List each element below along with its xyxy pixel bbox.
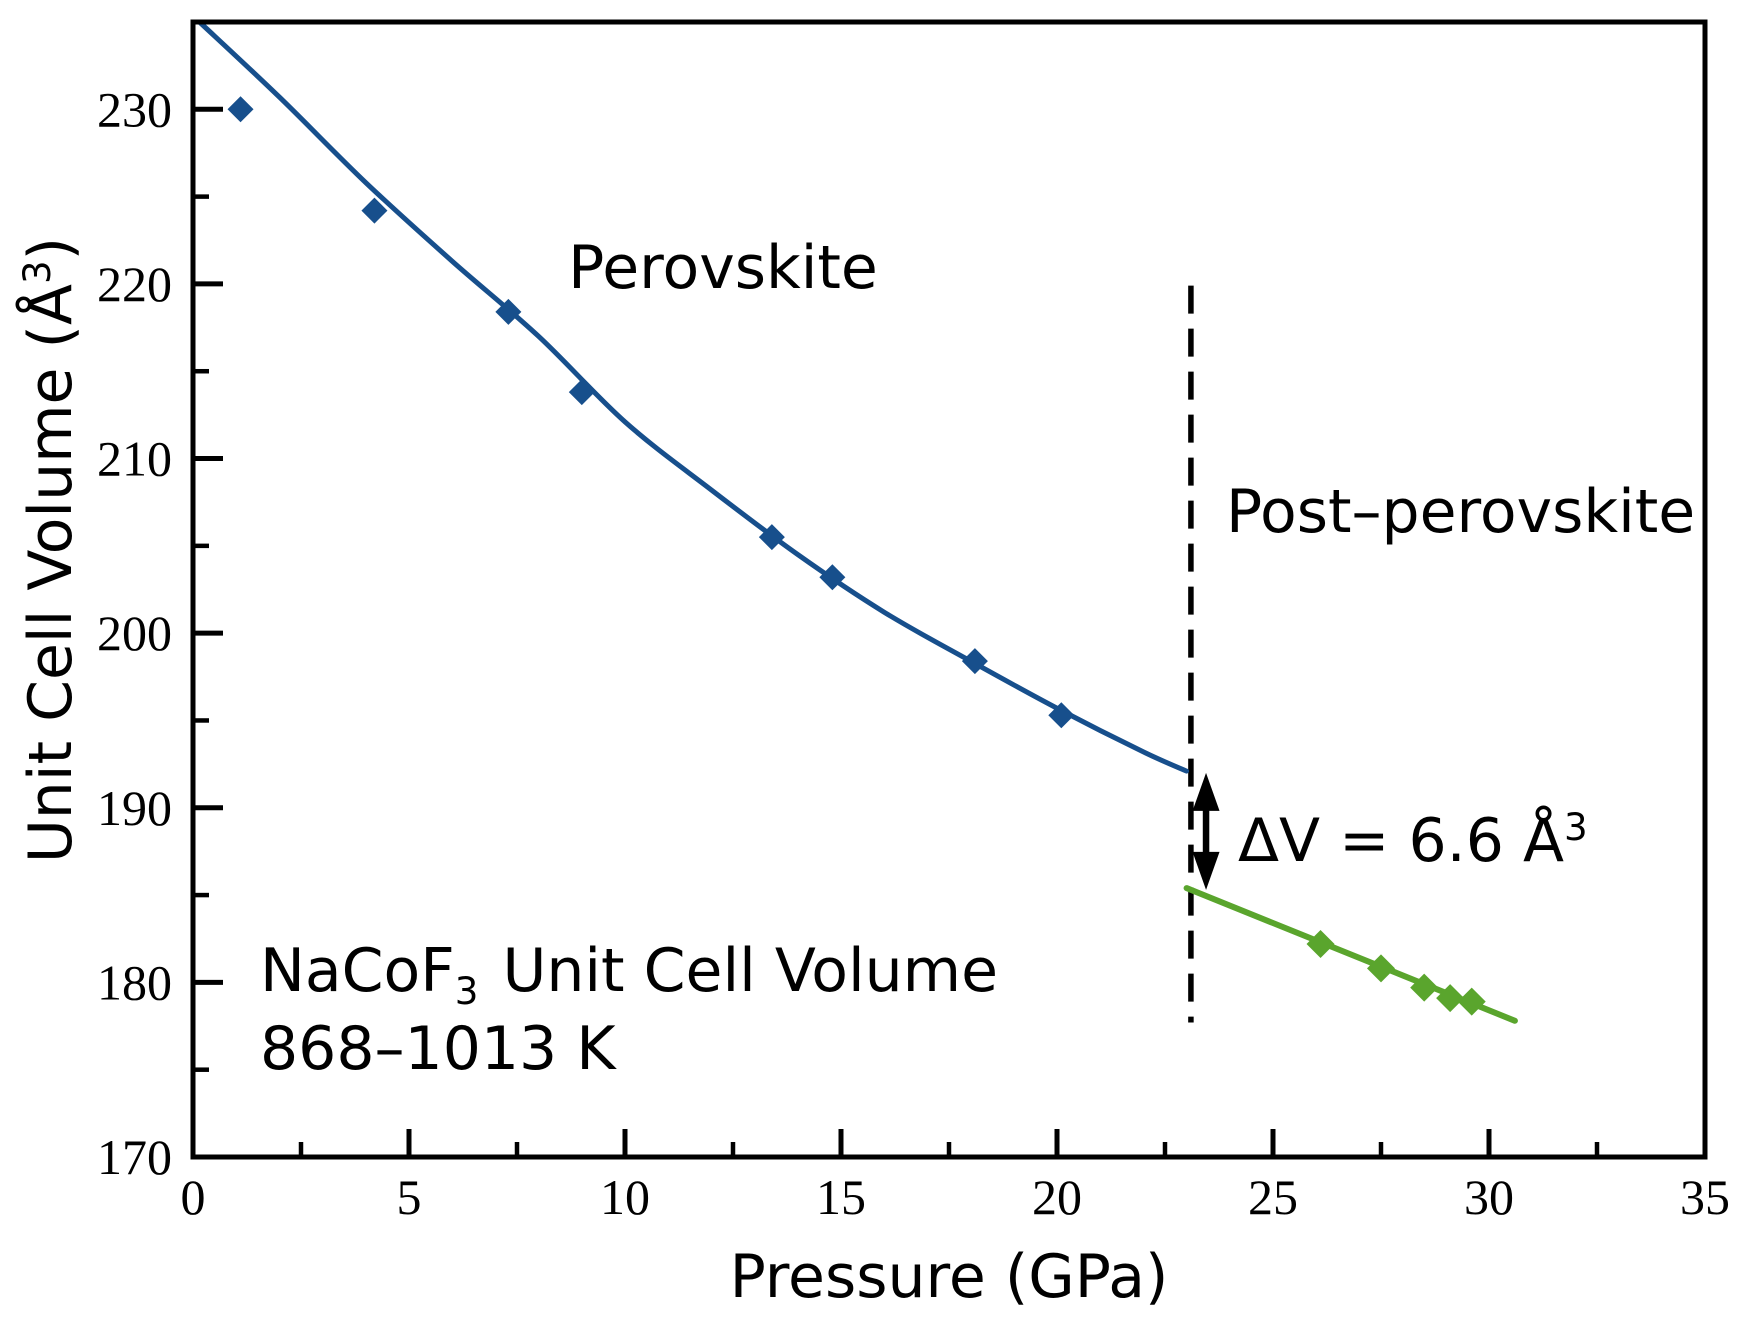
data-point-post-perovskite — [1457, 987, 1486, 1016]
sample-formula-subscript: 3 — [454, 969, 479, 1013]
y-axis-title: Unit Cell Volume (Å3) — [15, 170, 89, 930]
sample-formula: NaCoF — [260, 936, 455, 1006]
data-point-perovskite — [758, 524, 785, 551]
y-axis-title-close: ) — [16, 236, 86, 261]
fit-curve-perovskite — [196, 19, 1190, 774]
y-axis-title-superscript: 3 — [15, 260, 59, 284]
x-tick-label: 20 — [1032, 1169, 1082, 1225]
sample-title-line1: NaCoF3 Unit Cell Volume — [260, 935, 999, 1010]
data-point-perovskite — [568, 379, 595, 406]
sample-title-text: Unit Cell Volume — [502, 936, 999, 1006]
x-tick-label: 0 — [181, 1169, 206, 1225]
y-tick-label: 190 — [97, 780, 172, 836]
x-tick-label: 15 — [816, 1169, 866, 1225]
data-point-post-perovskite — [1306, 929, 1335, 958]
y-tick-label: 170 — [97, 1129, 172, 1185]
y-axis-title-text: Unit Cell Volume (Å — [16, 283, 86, 864]
x-tick-label: 30 — [1464, 1169, 1514, 1225]
x-tick-label: 35 — [1680, 1169, 1730, 1225]
x-tick-label: 25 — [1248, 1169, 1298, 1225]
data-point-perovskite — [1048, 702, 1075, 729]
data-point-perovskite — [361, 197, 388, 224]
delta-v-text: ΔV = 6.6 Å — [1238, 806, 1565, 876]
data-point-perovskite — [227, 96, 254, 123]
x-tick-label: 5 — [397, 1169, 422, 1225]
y-tick-label: 230 — [97, 81, 172, 137]
data-point-post-perovskite — [1367, 954, 1395, 983]
data-point-perovskite — [819, 564, 846, 591]
delta-v-superscript: 3 — [1564, 805, 1588, 849]
data-point-post-perovskite — [1410, 973, 1439, 1002]
data-point-perovskite — [495, 298, 522, 325]
x-axis-title: Pressure (GPa) — [729, 1242, 1169, 1312]
y-tick-label: 180 — [97, 954, 172, 1010]
delta-v-arrowhead-up — [1192, 772, 1220, 811]
y-tick-label: 210 — [97, 431, 172, 487]
perovskite-phase-label: Perovskite — [568, 233, 878, 303]
delta-v-arrowhead-down — [1192, 851, 1220, 890]
post-perovskite-phase-label: Post–perovskite — [1226, 477, 1696, 547]
x-tick-label: 10 — [600, 1169, 650, 1225]
y-tick-label: 200 — [97, 605, 172, 661]
y-tick-label: 220 — [97, 256, 172, 312]
data-point-post-perovskite — [1436, 984, 1465, 1013]
delta-v-annotation: ΔV = 6.6 Å3 — [1238, 805, 1588, 877]
data-point-perovskite — [961, 648, 988, 675]
sample-temperature-range: 868–1013 K — [260, 1014, 616, 1084]
